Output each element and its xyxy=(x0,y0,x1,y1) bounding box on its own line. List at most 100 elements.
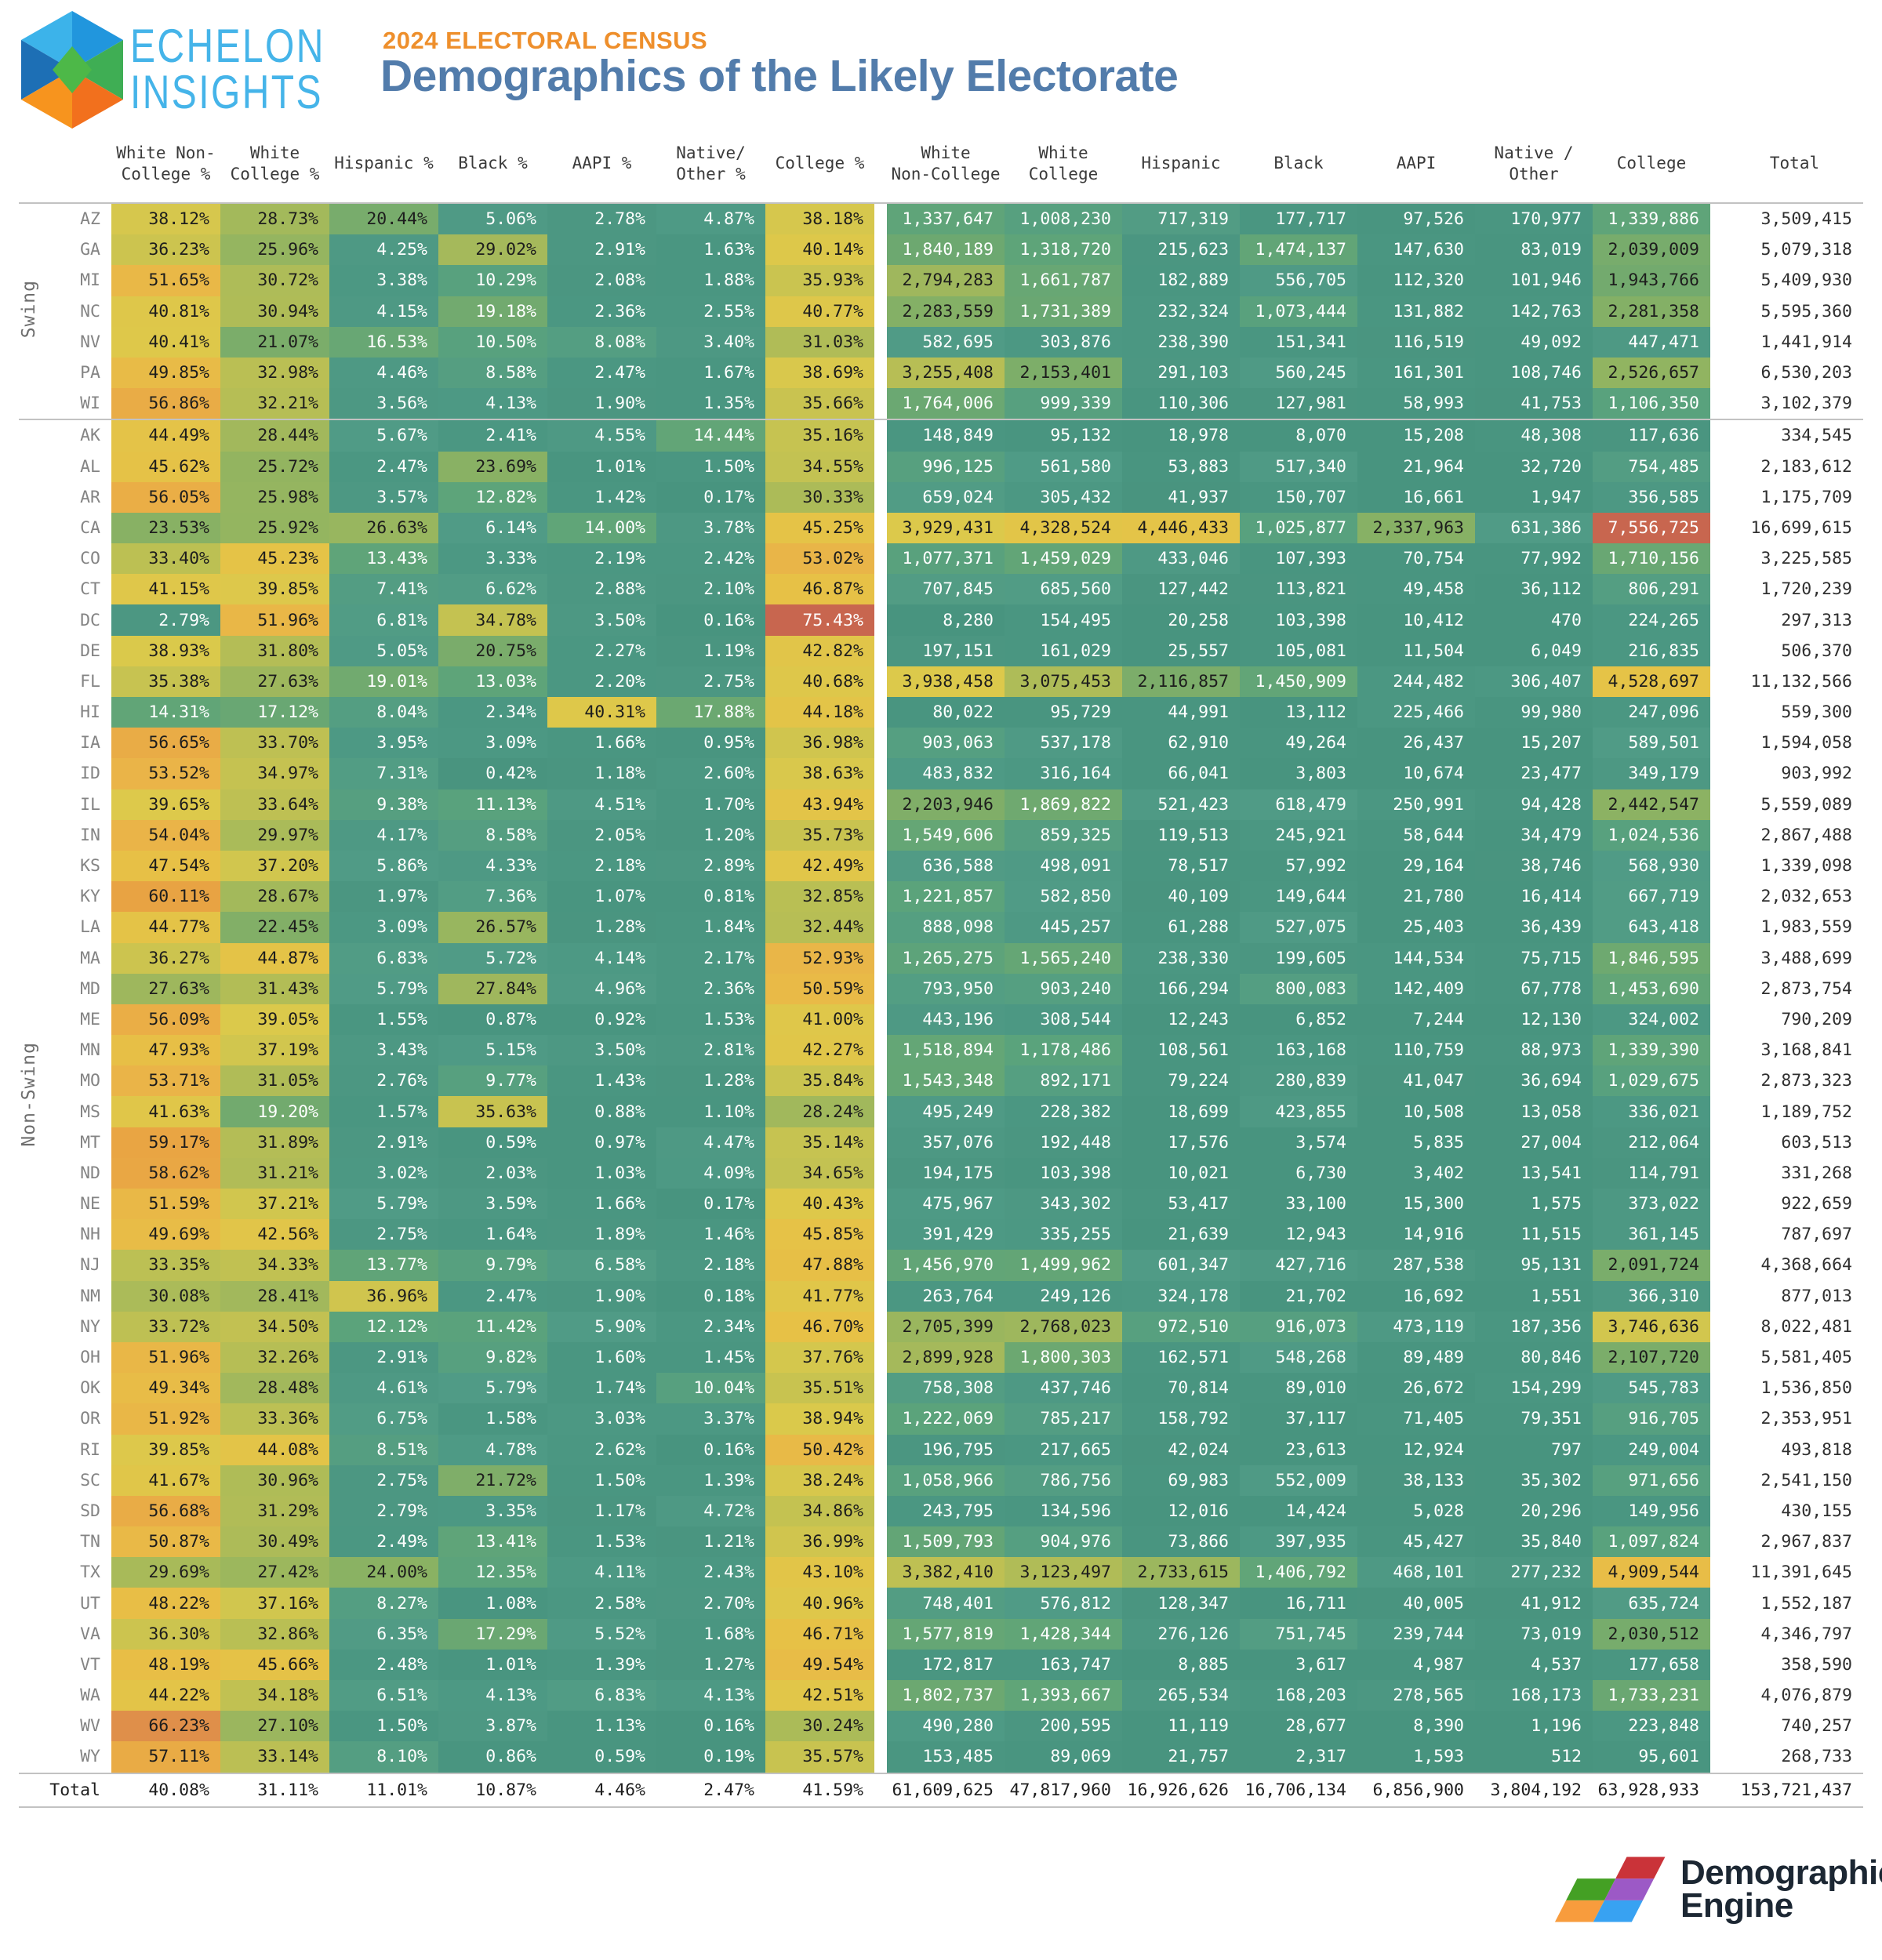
table-row: Non-Swing AK 44.49% 28.44% 5.67% 2.41% 4.55% 14… xyxy=(19,419,1863,1773)
pct-cell: 1.35% xyxy=(656,388,765,420)
pct-cell: 24.00% xyxy=(329,1557,438,1588)
pct-cell: 44.77% xyxy=(111,912,220,943)
pct-cell: 3.50% xyxy=(547,604,656,636)
pct-cell: 49.54% xyxy=(765,1649,874,1680)
pct-cell: 5.86% xyxy=(329,850,438,882)
pct-cell: 30.94% xyxy=(220,296,329,327)
pct-cell: 39.85% xyxy=(111,1434,220,1465)
count-cell: 110,759 xyxy=(1357,1035,1475,1066)
demographic-engine-wordmark: Demographic Engine xyxy=(1680,1856,1882,1923)
count-cell: 79,351 xyxy=(1475,1403,1593,1435)
count-cell: 1,318,720 xyxy=(1005,234,1122,266)
pct-cell: 30.49% xyxy=(220,1526,329,1558)
count-cell: 1,406,792 xyxy=(1240,1557,1357,1588)
state-label: VT xyxy=(80,1654,100,1675)
table-row: ID 53.52% 34.97% 7.31% 0.42% 1.18% 2.60% 38.63%… xyxy=(19,758,1863,789)
pct-cell: 27.42% xyxy=(220,1557,329,1588)
total-col-header: Total xyxy=(1726,125,1863,204)
count-cell: 49,264 xyxy=(1240,728,1357,759)
count-cell: 8,280 xyxy=(887,604,1005,636)
pct-cell: 3.38% xyxy=(329,265,438,296)
pct-cell: 0.86% xyxy=(438,1741,547,1773)
section-gutter xyxy=(874,1465,887,1496)
pct-cell: 39.85% xyxy=(220,574,329,605)
count-cell: 1,456,970 xyxy=(887,1250,1005,1281)
pct-cell: 6.58% xyxy=(547,1250,656,1281)
count-cell: 128,347 xyxy=(1122,1588,1240,1619)
count-cell: 447,471 xyxy=(1593,326,1710,358)
pct-cell: 6.62% xyxy=(438,574,547,605)
section-gutter xyxy=(874,419,887,452)
pct-cell: 40.81% xyxy=(111,296,220,327)
state-label: SD xyxy=(80,1501,100,1521)
section-gutter xyxy=(874,1004,887,1035)
count-col-header: White Non-College xyxy=(887,125,1005,204)
row-total: 430,155 xyxy=(1781,1501,1852,1521)
pct-cell: 28.48% xyxy=(220,1373,329,1404)
count-cell: 2,030,512 xyxy=(1593,1618,1710,1650)
pct-cell: 38.93% xyxy=(111,635,220,666)
pct-cell: 25.72% xyxy=(220,451,329,482)
count-cell: 1,106,350 xyxy=(1593,388,1710,420)
count-cell: 3,255,408 xyxy=(887,357,1005,389)
count-cell: 247,096 xyxy=(1593,697,1710,728)
count-cell: 150,707 xyxy=(1240,481,1357,513)
pct-cell: 36.96% xyxy=(329,1280,438,1312)
count-cell: 134,596 xyxy=(1005,1495,1122,1527)
count-cell: 1,802,737 xyxy=(887,1680,1005,1711)
count-cell: 16,692 xyxy=(1357,1280,1475,1312)
count-cell: 4,909,544 xyxy=(1593,1557,1710,1588)
count-cell: 1,800,303 xyxy=(1005,1341,1122,1374)
section-gutter xyxy=(874,943,887,974)
row-total: 2,967,837 xyxy=(1760,1532,1853,1552)
count-cell: 2,153,401 xyxy=(1005,357,1122,389)
count-cell: 1,509,793 xyxy=(887,1526,1005,1558)
count-cell: 25,557 xyxy=(1122,635,1240,666)
pct-cell: 2.47% xyxy=(547,357,656,389)
total-pct-cell: 4.46% xyxy=(547,1772,656,1808)
state-label: UT xyxy=(80,1593,100,1613)
count-cell: 349,179 xyxy=(1593,758,1710,789)
count-cell: 14,916 xyxy=(1357,1219,1475,1250)
count-cell: 797 xyxy=(1475,1434,1593,1465)
row-total: 331,268 xyxy=(1781,1163,1852,1183)
count-cell: 548,268 xyxy=(1240,1341,1357,1374)
section-gutter xyxy=(874,452,887,482)
row-total: 6,530,203 xyxy=(1760,363,1853,383)
table-row: TN 50.87% 30.49% 2.49% 13.41% 1.53% 1.21% 36.99… xyxy=(19,1526,1863,1558)
pct-cell: 2.34% xyxy=(656,1311,765,1342)
count-cell: 4,446,433 xyxy=(1122,512,1240,544)
count-cell: 13,058 xyxy=(1475,1096,1593,1127)
count-cell: 391,429 xyxy=(887,1219,1005,1250)
table-total-row: Total 40.08% 31.11% 11.01% 10.87% 4.46% 2.47% 4… xyxy=(19,1772,1863,1808)
section-gutter xyxy=(874,1741,887,1773)
table-row: KS 47.54% 37.20% 5.86% 4.33% 2.18% 2.89% 42.49%… xyxy=(19,850,1863,882)
pct-cell: 59.17% xyxy=(111,1127,220,1158)
pct-cell: 46.87% xyxy=(765,574,874,605)
count-cell: 21,780 xyxy=(1357,881,1475,913)
count-cell: 177,717 xyxy=(1240,203,1357,235)
section-gutter xyxy=(1710,513,1726,543)
pct-cell: 35.57% xyxy=(765,1741,874,1773)
table-row: MI 51.65% 30.72% 3.38% 10.29% 2.08% 1.88% 35.93… xyxy=(19,265,1863,296)
pct-cell: 41.15% xyxy=(111,574,220,605)
count-cell: 556,705 xyxy=(1240,265,1357,296)
row-total: 2,873,323 xyxy=(1760,1071,1853,1091)
count-cell: 8,390 xyxy=(1357,1711,1475,1742)
count-cell: 643,418 xyxy=(1593,912,1710,943)
state-label: MT xyxy=(80,1132,100,1152)
count-cell: 10,508 xyxy=(1357,1096,1475,1127)
count-cell: 4,328,524 xyxy=(1005,512,1122,544)
state-label: NV xyxy=(80,332,100,352)
count-col-header: White College xyxy=(1005,125,1122,204)
pct-cell: 38.94% xyxy=(765,1403,874,1435)
pct-cell: 30.33% xyxy=(765,481,874,513)
table-row: LA 44.77% 22.45% 3.09% 26.57% 1.28% 1.84% 32.44… xyxy=(19,912,1863,943)
pct-cell: 2.91% xyxy=(329,1341,438,1374)
pct-cell: 44.87% xyxy=(220,942,329,974)
section-gutter xyxy=(874,574,887,604)
pct-cell: 42.51% xyxy=(765,1680,874,1711)
pct-cell: 1.58% xyxy=(438,1403,547,1435)
state-label: WY xyxy=(80,1747,100,1767)
pct-cell: 1.01% xyxy=(438,1649,547,1680)
